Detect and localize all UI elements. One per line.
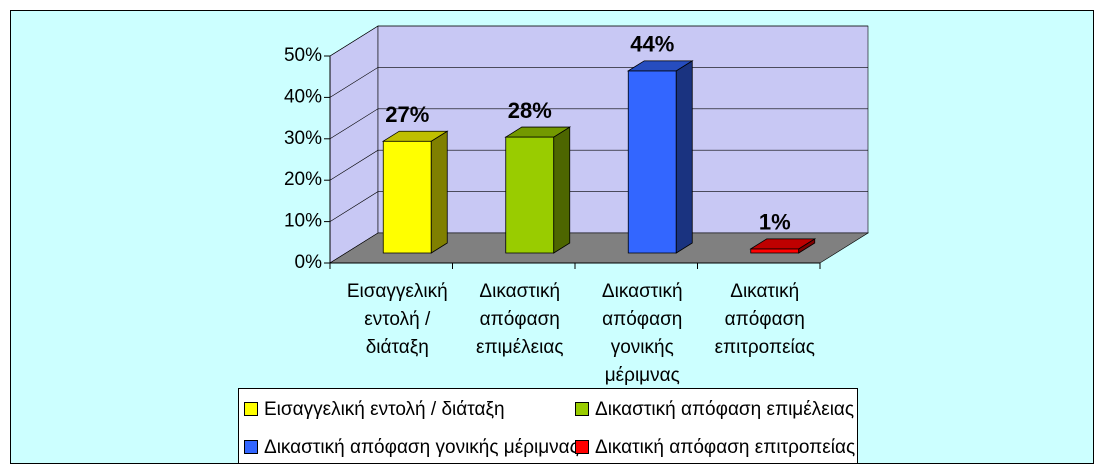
bar-front bbox=[382, 140, 432, 254]
data-label: 44% bbox=[630, 32, 674, 57]
y-tick-label: 40% bbox=[284, 86, 322, 107]
legend-swatch bbox=[244, 440, 258, 454]
legend-swatch bbox=[575, 440, 589, 454]
data-label: 1% bbox=[759, 210, 791, 235]
back-wall bbox=[377, 25, 869, 234]
data-label: 27% bbox=[385, 102, 429, 127]
bar-top bbox=[626, 60, 694, 72]
x-tick-label: Δικατική απόφαση επιτροπείας bbox=[714, 281, 815, 358]
y-tick-label: 30% bbox=[284, 128, 322, 149]
y-tick-label: 20% bbox=[284, 169, 322, 190]
x-tick-label: Δικαστική απόφαση επιμέλειας bbox=[475, 281, 564, 358]
legend-label: Εισαγγελική εντολή / διάταξη bbox=[264, 399, 505, 420]
grid-line bbox=[329, 191, 868, 222]
bar bbox=[504, 126, 572, 254]
bar-front bbox=[505, 136, 555, 254]
side-wall bbox=[329, 25, 379, 264]
legend-entry: Εισαγγελική εντολή / διάταξη bbox=[244, 399, 505, 421]
data-label: 28% bbox=[508, 98, 552, 123]
grid-line bbox=[329, 67, 868, 98]
y-tick-label: 10% bbox=[284, 211, 322, 232]
legend-label: Δικαστική απόφαση επιμέλειας bbox=[595, 399, 855, 420]
bar bbox=[749, 238, 817, 254]
bar bbox=[381, 130, 449, 254]
grid-line bbox=[329, 25, 868, 57]
bar bbox=[626, 60, 694, 254]
y-tick-label: 50% bbox=[284, 45, 322, 66]
bar-side bbox=[675, 60, 693, 254]
legend-entry: Δικαστική απόφαση επιμέλειας bbox=[575, 399, 854, 421]
bar-top bbox=[381, 130, 449, 142]
bar-top bbox=[504, 126, 572, 138]
bar-front bbox=[627, 70, 677, 254]
legend: Εισαγγελική εντολή / διάταξη Δικαστική απ… bbox=[238, 388, 858, 464]
legend-swatch bbox=[244, 402, 258, 416]
x-tick-label: Δικαστική απόφαση γονικής μέριμνας bbox=[601, 281, 683, 386]
bar-side bbox=[553, 126, 571, 254]
legend-label: Δικατική απόφαση επιτροπείας bbox=[595, 437, 856, 458]
x-tick-label: Εισαγγελική εντολή / διάταξη bbox=[346, 281, 448, 358]
grid-line bbox=[329, 108, 868, 140]
legend-label: Δικαστική απόφαση γονικής μέριμνας bbox=[264, 437, 579, 458]
bar-front bbox=[750, 248, 800, 254]
bar-side bbox=[430, 130, 448, 254]
legend-entry: Δικατική απόφαση επιτροπείας bbox=[575, 437, 855, 459]
legend-entry: Δικαστική απόφαση γονικής μέριμνας bbox=[244, 437, 579, 459]
grid-line bbox=[329, 149, 868, 181]
y-tick-label: 0% bbox=[295, 252, 323, 273]
legend-swatch bbox=[575, 402, 589, 416]
bar-top bbox=[749, 238, 817, 250]
